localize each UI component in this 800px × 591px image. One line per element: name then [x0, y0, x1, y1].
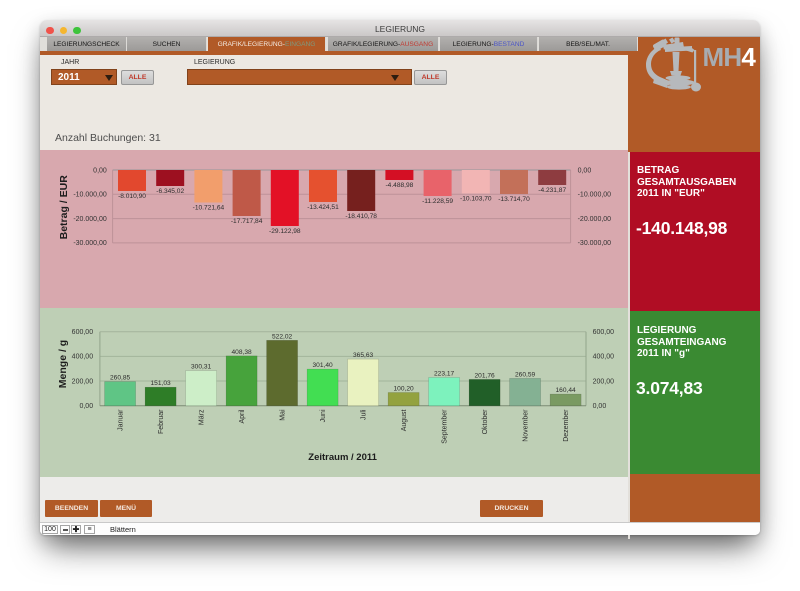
svg-text:Oktober: Oktober — [482, 409, 489, 435]
svg-text:-10.000,00: -10.000,00 — [578, 192, 612, 199]
svg-text:365,63: 365,63 — [353, 352, 374, 359]
svg-text:200,00: 200,00 — [72, 378, 94, 385]
svg-text:223,17: 223,17 — [434, 371, 455, 378]
svg-text:-10.000,00: -10.000,00 — [73, 192, 107, 199]
svg-text:-11.228,59: -11.228,59 — [422, 198, 453, 205]
svg-text:-6.345,02: -6.345,02 — [156, 188, 184, 195]
svg-text:-13.424,51: -13.424,51 — [307, 204, 339, 211]
svg-text:600,00: 600,00 — [593, 329, 615, 336]
svg-text:100,20: 100,20 — [394, 386, 415, 393]
svg-text:600,00: 600,00 — [72, 329, 94, 336]
svg-text:Januar: Januar — [118, 409, 125, 431]
svg-text:April: April — [239, 409, 246, 423]
svg-text:-20.000,00: -20.000,00 — [578, 216, 612, 223]
svg-text:Dezember: Dezember — [563, 409, 570, 442]
svg-text:Betrag / EUR: Betrag / EUR — [58, 175, 70, 240]
svg-text:Zeitraum / 2011: Zeitraum / 2011 — [308, 452, 377, 463]
svg-text:-29.122,98: -29.122,98 — [269, 228, 301, 235]
svg-text:Mai: Mai — [280, 409, 287, 421]
svg-text:260,85: 260,85 — [110, 375, 131, 382]
svg-text:-30.000,00: -30.000,00 — [578, 240, 612, 247]
svg-text:201,76: 201,76 — [475, 372, 496, 379]
svg-text:400,00: 400,00 — [72, 354, 94, 361]
svg-text:301,40: 301,40 — [313, 362, 334, 369]
svg-text:-13.714,70: -13.714,70 — [498, 196, 530, 203]
svg-text:-4.488,98: -4.488,98 — [385, 182, 413, 189]
svg-text:-8.010,90: -8.010,90 — [118, 193, 146, 200]
svg-text:Juni: Juni — [320, 409, 327, 422]
svg-text:400,00: 400,00 — [593, 354, 615, 361]
svg-text:August: August — [401, 409, 408, 431]
svg-text:September: September — [442, 409, 449, 444]
svg-text:-17.717,84: -17.717,84 — [231, 218, 263, 225]
svg-text:-10.721,64: -10.721,64 — [193, 205, 225, 212]
svg-text:Februar: Februar — [158, 409, 165, 434]
svg-text:0,00: 0,00 — [93, 167, 107, 174]
svg-text:-30.000,00: -30.000,00 — [73, 240, 107, 247]
svg-text:Juli: Juli — [361, 409, 368, 420]
svg-text:300,31: 300,31 — [191, 364, 212, 371]
svg-text:151,03: 151,03 — [151, 380, 172, 387]
svg-text:-4.231,87: -4.231,87 — [538, 187, 566, 194]
svg-text:0,00: 0,00 — [578, 167, 592, 174]
svg-text:0,00: 0,00 — [593, 403, 607, 410]
svg-text:-20.000,00: -20.000,00 — [73, 216, 107, 223]
svg-text:-18.410,78: -18.410,78 — [345, 213, 377, 220]
svg-text:MH4: MH4 — [703, 42, 757, 72]
svg-text:November: November — [523, 409, 530, 442]
svg-text:0,00: 0,00 — [79, 403, 93, 410]
svg-text:408,38: 408,38 — [232, 349, 253, 356]
svg-text:260,59: 260,59 — [515, 371, 536, 378]
svg-text:522,02: 522,02 — [272, 333, 293, 340]
svg-text:200,00: 200,00 — [593, 378, 615, 385]
svg-text:März: März — [199, 409, 206, 425]
svg-text:-10.103,70: -10.103,70 — [460, 196, 492, 203]
svg-text:160,44: 160,44 — [556, 387, 577, 394]
svg-text:Menge / g: Menge / g — [57, 340, 69, 388]
